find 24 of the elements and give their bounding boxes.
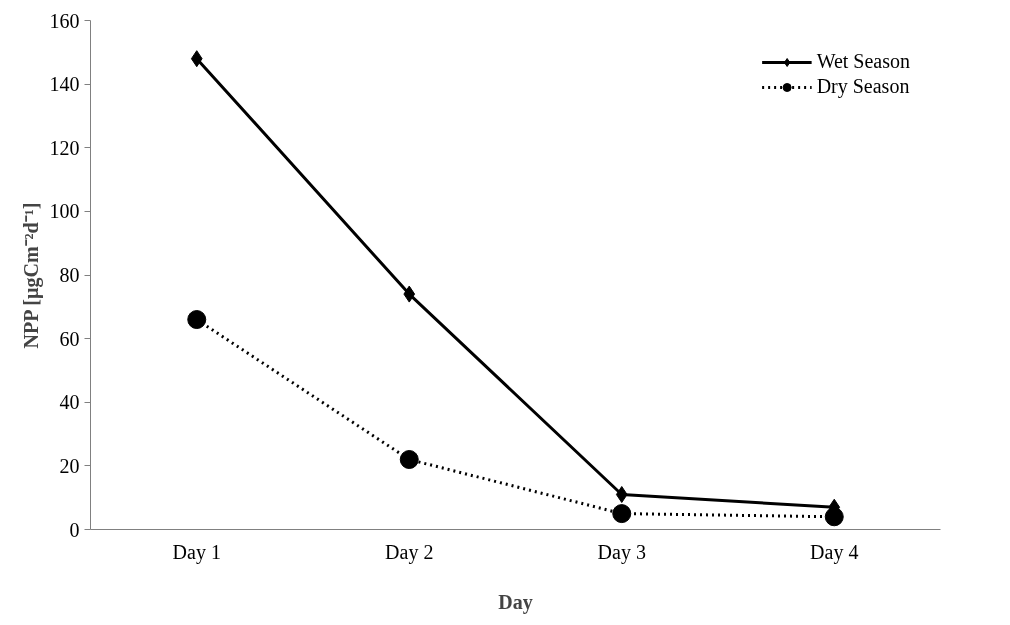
y-tick-label: 120 bbox=[49, 136, 80, 159]
y-axis-title: NPP [µgCm⁻²d⁻¹] bbox=[19, 202, 43, 349]
y-tick-label: 160 bbox=[49, 9, 80, 32]
point bbox=[403, 285, 416, 303]
legend-label: Dry Season bbox=[816, 75, 910, 98]
point bbox=[824, 507, 844, 527]
point bbox=[190, 50, 203, 68]
legend-label: Wet Season bbox=[816, 50, 910, 73]
point bbox=[399, 450, 419, 469]
y-tick-label: 0 bbox=[69, 518, 80, 541]
point bbox=[187, 310, 207, 330]
y-tick-label: 140 bbox=[49, 73, 80, 96]
point bbox=[615, 486, 628, 504]
y-tick-label: 60 bbox=[59, 327, 80, 350]
y-tick-label: 80 bbox=[59, 264, 80, 286]
point bbox=[612, 504, 632, 524]
y-tick-label: 40 bbox=[59, 391, 80, 414]
x-axis-title: Day bbox=[498, 590, 533, 614]
y-tick-label: 20 bbox=[59, 454, 80, 477]
x-tick-label: Day 2 bbox=[385, 540, 434, 564]
x-tick-label: Day 3 bbox=[597, 540, 646, 564]
y-tick-label: 100 bbox=[49, 200, 80, 223]
x-tick-label: Day 4 bbox=[810, 540, 859, 564]
x-tick-label: Day 1 bbox=[172, 540, 221, 564]
